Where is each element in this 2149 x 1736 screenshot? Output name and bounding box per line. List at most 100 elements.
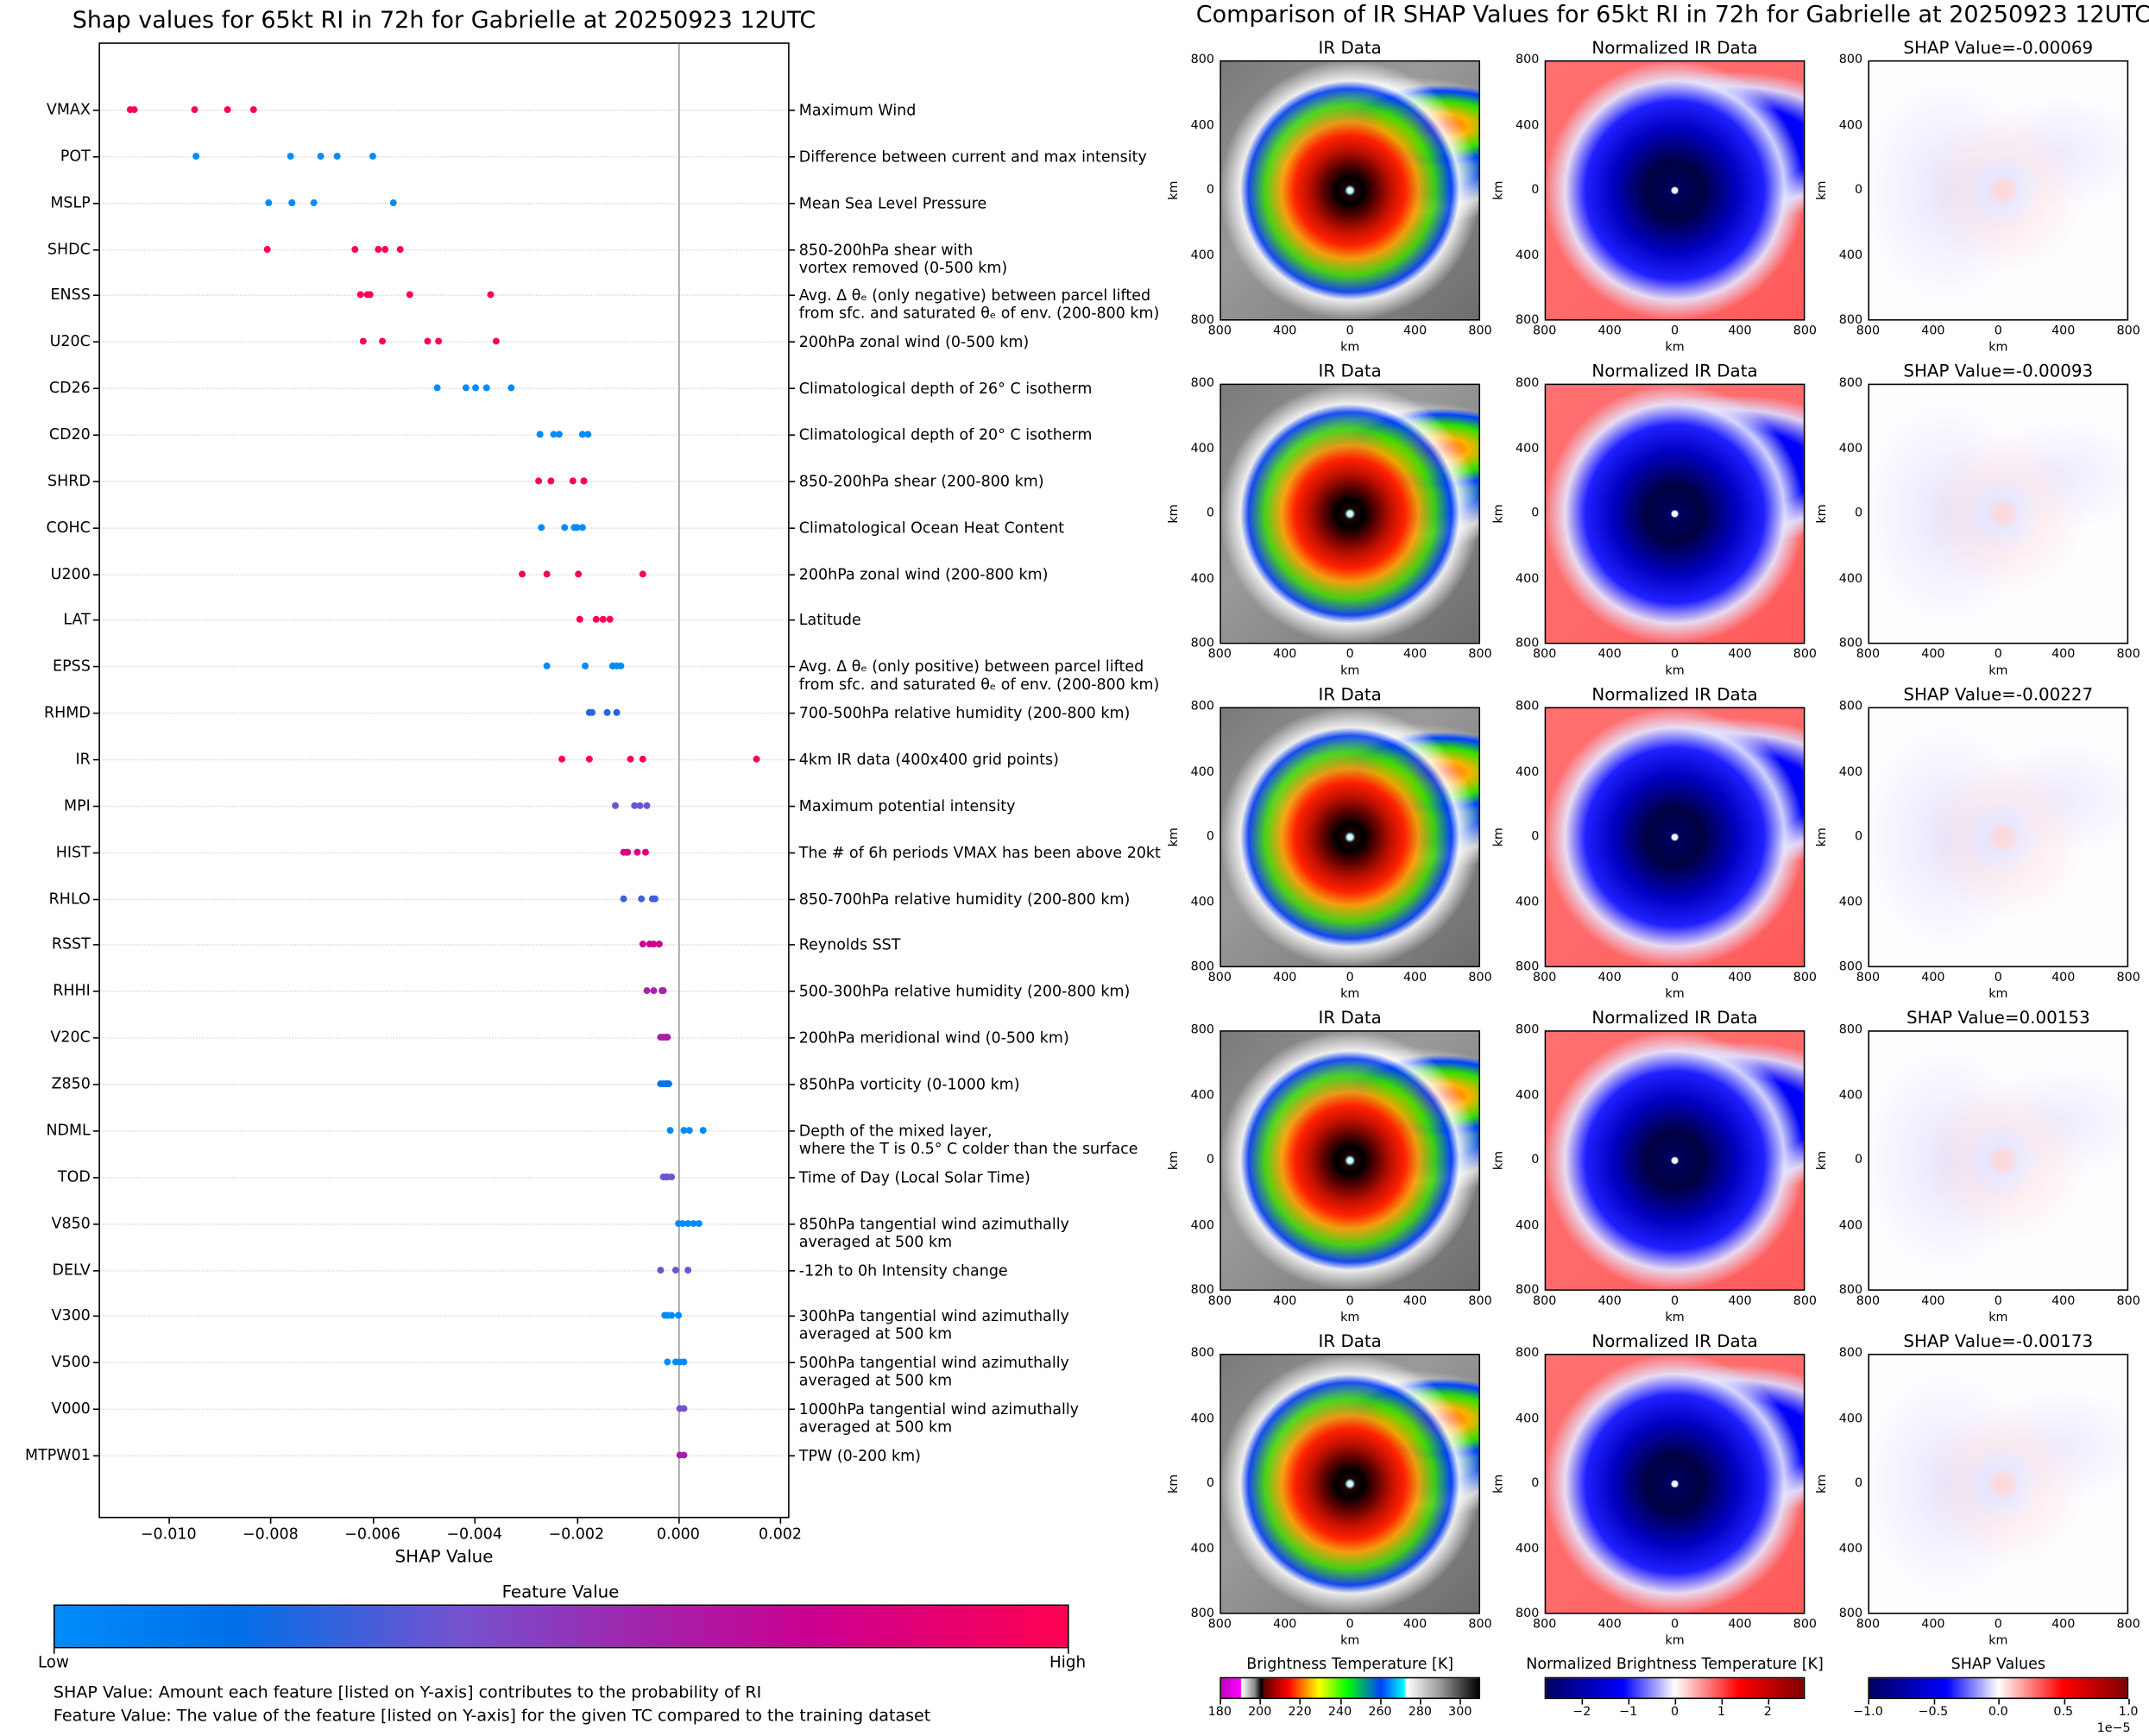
- shap-point-shdc: [375, 245, 381, 253]
- shap-point-ir: [627, 755, 634, 763]
- y-tick-label: 0: [1854, 830, 1863, 845]
- x-tick-label: 0: [1345, 971, 1354, 985]
- y-tick-label: 0: [1531, 830, 1540, 845]
- y-tick-right: [789, 620, 796, 622]
- y-tick-label: 0: [1206, 183, 1214, 198]
- description-line: Depth of the mixed layer,: [798, 1122, 993, 1141]
- x-tick-label: 800: [1468, 648, 1492, 663]
- colorbar-title: Brightness Temperature [K]: [1246, 1655, 1454, 1673]
- description-line: 850-200hPa shear (200-800 km): [798, 472, 1044, 491]
- shap-point-mtpw01: [679, 1451, 687, 1459]
- description-line: 850-200hPa shear with: [798, 240, 974, 259]
- y-tick-label: 800: [1190, 376, 1214, 391]
- shap-point-vmax: [190, 106, 198, 114]
- y-tick-label: 800: [1838, 1347, 1863, 1361]
- x-axis-label: SHAP Value: [394, 1545, 494, 1567]
- gridline: [98, 666, 790, 668]
- x-tick-label: 800: [1793, 1618, 1818, 1632]
- x-tick-label: 0: [1345, 1294, 1354, 1309]
- gridline: [98, 155, 790, 158]
- y-tick-label: 400: [1838, 1542, 1863, 1557]
- y-tick-right: [789, 666, 796, 668]
- x-tick-label: 400: [1402, 648, 1427, 663]
- feature-description-mslp: Mean Sea Level Pressure: [799, 194, 987, 212]
- gridline: [98, 248, 790, 250]
- x-tick-label: −0.004: [446, 1525, 502, 1544]
- x-tick-label: 0: [1670, 971, 1679, 985]
- note-feature-value: Feature Value: The value of the feature …: [53, 1706, 931, 1726]
- feature-label-v20c: V20C: [50, 1028, 91, 1047]
- y-tick: [92, 387, 99, 390]
- shap-value-title: SHAP Value=-0.00227-0.00227: [1903, 683, 2094, 705]
- ir-comparison-title: Comparison of IR SHAP Values for 65kt RI…: [1195, 1, 2149, 29]
- x-tick-label: 800: [2116, 971, 2140, 985]
- description-line: Avg. Δ θₑ (only negative) between parcel…: [798, 286, 1151, 305]
- shap-point-cd26: [432, 384, 440, 392]
- colorbar-tick-label: 0: [1670, 1706, 1679, 1720]
- brightness-temperature-colorbar: [1219, 1676, 1481, 1700]
- x-tick: [677, 1518, 680, 1524]
- shap-point-epss: [544, 663, 551, 670]
- x-tick-label: 800: [1533, 971, 1557, 985]
- y-tick-label: 800: [1190, 960, 1214, 975]
- y-tick-label: 0: [1206, 506, 1214, 521]
- feature-label-rhmd: RHMD: [43, 703, 91, 722]
- shap-point-mpi: [636, 802, 644, 809]
- shap-point-hist: [625, 848, 632, 856]
- gridline: [98, 898, 790, 900]
- x-tick-label: 800: [1793, 324, 1818, 339]
- shap-point-mslp: [389, 198, 397, 206]
- feature-label-u20c: U20C: [49, 332, 91, 351]
- x-tick-label: 400: [1921, 1618, 1945, 1632]
- y-tick-label: 400: [1838, 248, 1863, 263]
- x-axis-label: km: [1665, 987, 1685, 1002]
- feature-label-mpi: MPI: [64, 796, 91, 815]
- shap-point-u200: [519, 569, 526, 577]
- y-axis-label: km: [1816, 1150, 1830, 1171]
- shap-point-mslp: [310, 198, 318, 206]
- y-tick-label: 800: [1838, 313, 1863, 328]
- x-tick-label: 0: [1670, 648, 1679, 663]
- shap-point-lat: [600, 616, 608, 624]
- y-tick: [92, 1455, 99, 1456]
- colorbar-tick-label: 300: [1448, 1706, 1472, 1720]
- feature-description-cd26: Climatological depth of 26° C isotherm: [799, 380, 1093, 398]
- gridline: [98, 852, 790, 853]
- x-tick-label: 400: [1273, 324, 1297, 339]
- shap-point-enss: [356, 292, 364, 299]
- x-tick: [474, 1518, 476, 1524]
- y-axis-label: km: [1167, 180, 1182, 200]
- shap-point-rsst: [650, 940, 657, 948]
- y-tick-label: 800: [1516, 376, 1540, 391]
- y-tick-label: 0: [1854, 1154, 1863, 1167]
- shap-point-cohc: [572, 523, 580, 531]
- y-tick-label: 400: [1516, 1542, 1540, 1557]
- shap-point-ndml: [685, 1126, 693, 1134]
- description-line: Reynolds SST: [798, 936, 901, 954]
- y-tick-label: 400: [1516, 1088, 1540, 1103]
- description-line: 1000hPa tangential wind azimuthally: [798, 1400, 1080, 1418]
- gridline: [98, 526, 790, 529]
- shap-point-shrd: [546, 477, 554, 485]
- feature-description-cohc: Climatological Ocean Heat Content: [799, 519, 1064, 537]
- colorbar-tick-label: 0.5: [2053, 1706, 2074, 1720]
- shap-point-cd20: [550, 431, 558, 438]
- y-tick-label: 800: [1190, 1347, 1214, 1361]
- y-tick-label: 400: [1190, 442, 1214, 456]
- shap-point-v20c: [665, 1034, 672, 1041]
- ir-brightness-image: [1219, 1030, 1481, 1291]
- feature-description-u200: 200hPa zonal wind (200-800 km): [799, 565, 1049, 583]
- x-tick: [270, 1518, 272, 1524]
- y-axis-label: km: [1816, 180, 1830, 200]
- feature-description-v500: 500hPa tangential wind azimuthally averag…: [799, 1354, 1069, 1389]
- shap-point-cohc: [578, 523, 586, 531]
- feature-description-lat: Latitude: [799, 612, 861, 630]
- x-tick-label: 400: [1728, 1618, 1752, 1632]
- gridline: [98, 1316, 790, 1318]
- x-tick-label: 400: [1273, 1618, 1297, 1632]
- description-line: Time of Day (Local Solar Time): [798, 1168, 1030, 1186]
- shap-point-epss: [617, 663, 625, 670]
- y-tick-label: 400: [1838, 1412, 1863, 1426]
- y-tick: [92, 1408, 99, 1411]
- y-tick: [92, 1269, 99, 1271]
